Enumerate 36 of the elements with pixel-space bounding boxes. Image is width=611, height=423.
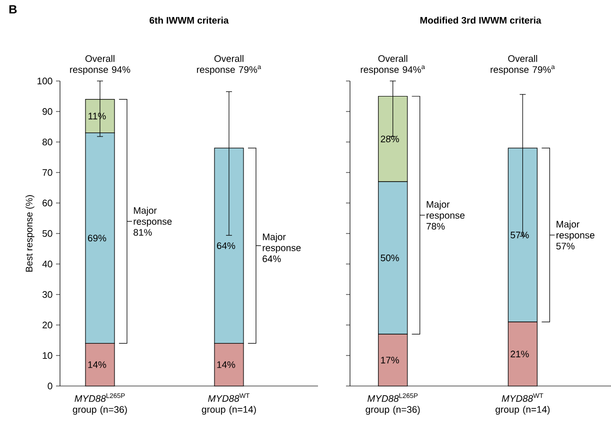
data-label: 50% xyxy=(380,254,399,262)
y-tick-label: 0 xyxy=(48,382,52,390)
text: Overall response 79%$^{a}$ xyxy=(197,55,262,75)
data-label: 28% xyxy=(380,136,399,142)
y-tick-label: 80 xyxy=(42,138,52,146)
x-tick-label: MYD88$^{WT}$ group (n=14) xyxy=(202,393,256,415)
text: Overall response 94%$^{a}$ xyxy=(360,55,425,75)
y-axis-title: Best response (%) xyxy=(26,195,34,272)
x-tick-label: MYD88$^{WT}$ group (n=14) xyxy=(496,393,550,415)
y-tick-label: 60 xyxy=(42,200,52,206)
chart-title: Modified 3rd IWWM criteria xyxy=(420,16,542,24)
text: B xyxy=(9,5,17,14)
text: Overall response 94% xyxy=(70,55,130,75)
chart-title: 6th IWWM criteria xyxy=(150,16,229,24)
text: Overall response 79%$^{a}$ xyxy=(490,55,555,75)
data-label: 69% xyxy=(88,234,106,242)
annotation: Major response 57% xyxy=(556,220,594,250)
y-tick-label: 30 xyxy=(42,291,52,298)
annotation: Major response 81% xyxy=(134,206,172,236)
data-label: 14% xyxy=(217,361,236,368)
x-tick-label: MYD88$^{L265P}$ group (n=36) xyxy=(366,393,420,415)
y-tick-label: 10 xyxy=(42,352,52,359)
data-label: 17% xyxy=(381,356,399,364)
y-tick-label: 100 xyxy=(38,78,52,84)
y-tick-label: 40 xyxy=(42,260,52,268)
data-label: 21% xyxy=(510,350,529,358)
y-tick-label: 20 xyxy=(42,322,52,328)
data-label: 14% xyxy=(88,361,106,368)
y-tick-label: 50 xyxy=(42,230,52,237)
data-label: 57% xyxy=(510,232,529,238)
data-label: 64% xyxy=(217,242,236,250)
x-tick-label: MYD88$^{L265P}$ group (n=36) xyxy=(72,393,127,415)
annotation: Major response 78% xyxy=(426,200,465,230)
y-tick-label: 70 xyxy=(42,169,52,176)
annotation: Major response 64% xyxy=(262,233,301,262)
y-tick-label: 90 xyxy=(42,108,52,115)
